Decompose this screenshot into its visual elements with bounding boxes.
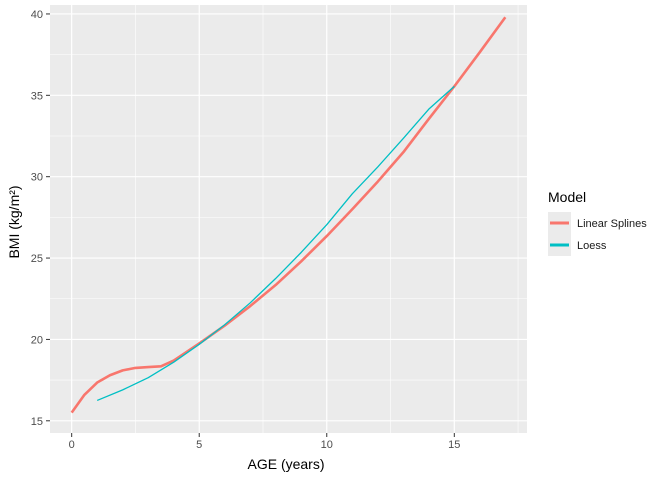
y-tick-label: 20 xyxy=(31,334,43,346)
legend-label-linear-splines: Linear Splines xyxy=(577,218,647,230)
x-axis-label: AGE (years) xyxy=(247,456,324,472)
y-tick-label: 40 xyxy=(31,9,43,21)
legend-label-loess: Loess xyxy=(577,240,607,252)
grid-lines xyxy=(50,5,527,433)
axes: 0 5 10 15 15 20 25 30 35 40 xyxy=(31,9,461,451)
series-line-linear-splines xyxy=(70,16,507,414)
series-line-loess xyxy=(96,85,455,402)
series-lines xyxy=(70,16,507,414)
y-tick-label: 30 xyxy=(31,172,43,184)
y-tick-label: 15 xyxy=(31,416,43,428)
y-tick-label: 25 xyxy=(31,253,43,265)
plot-panel xyxy=(50,5,527,433)
y-axis-label: BMI (kg/m²) xyxy=(6,185,22,258)
x-tick-label: 5 xyxy=(196,439,202,451)
x-tick-label: 15 xyxy=(448,439,460,451)
legend: Model Linear Splines Loess xyxy=(548,189,647,256)
x-tick-label: 0 xyxy=(69,439,75,451)
x-tick-label: 10 xyxy=(321,439,333,451)
panel-background xyxy=(50,5,527,433)
legend-title: Model xyxy=(548,189,586,205)
y-tick-label: 35 xyxy=(31,90,43,102)
